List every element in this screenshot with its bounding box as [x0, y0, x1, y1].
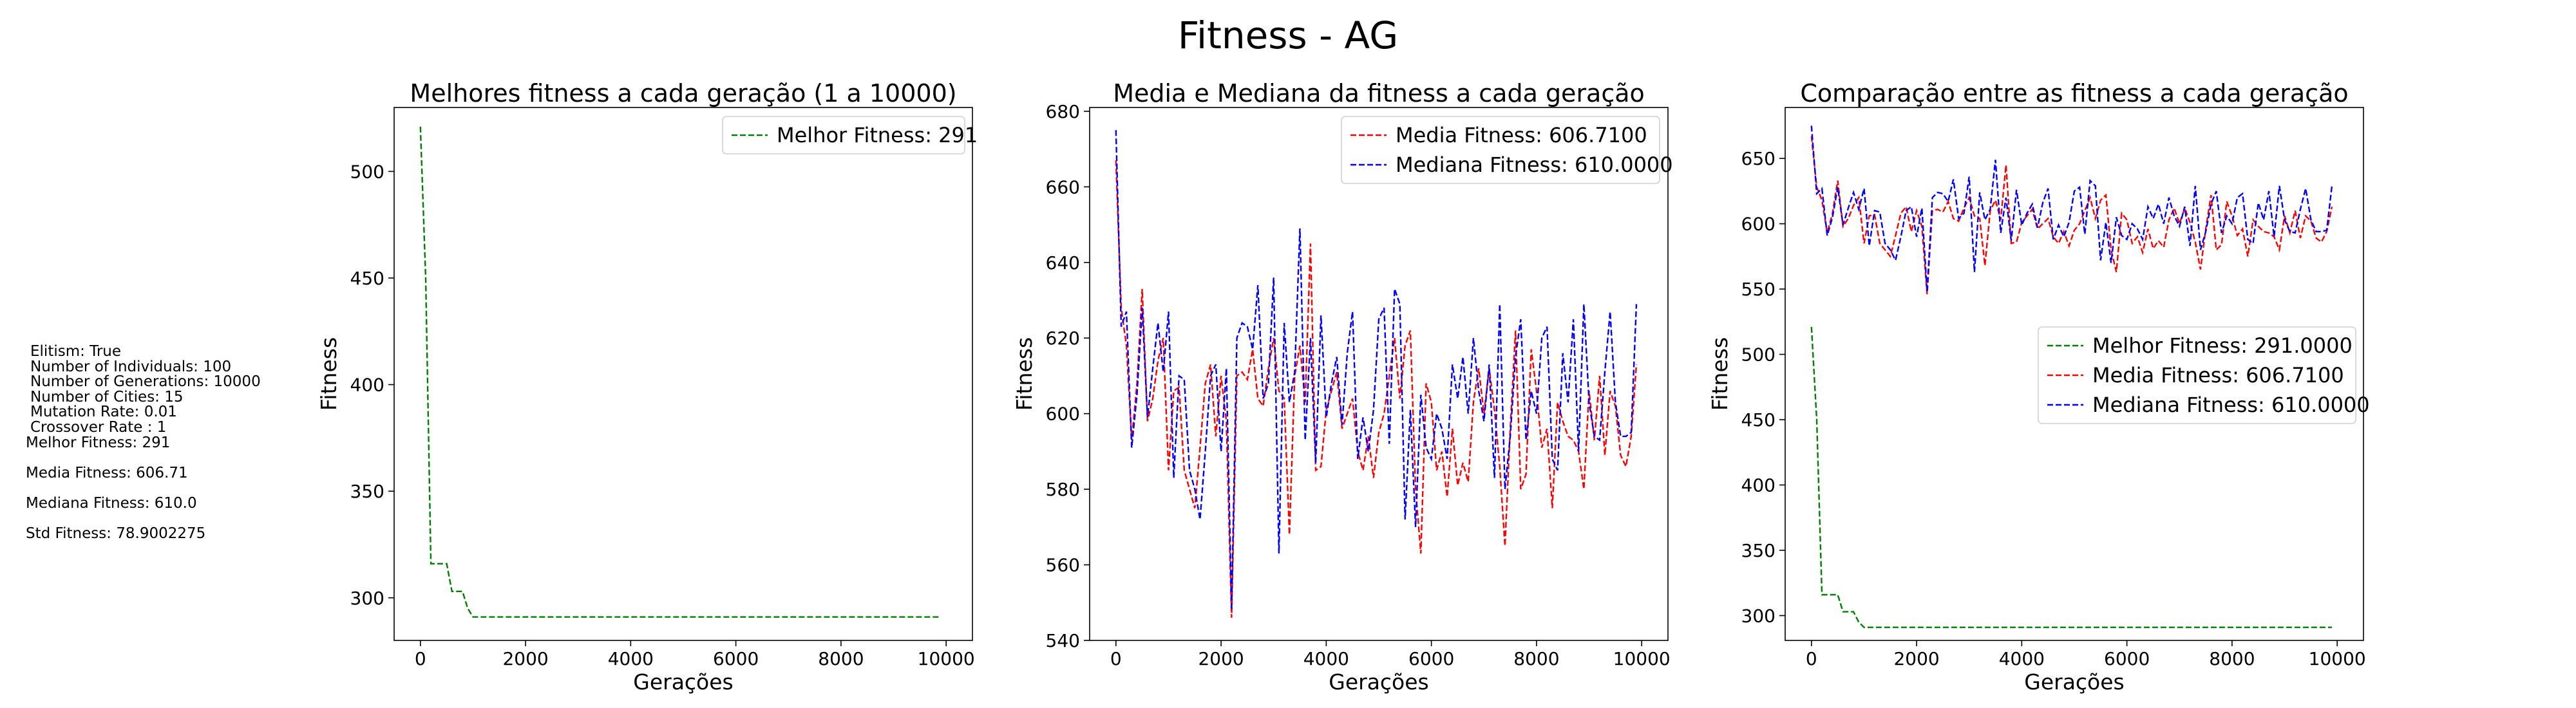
axes-frame [1089, 107, 1669, 641]
y-tick-label: 500 [350, 161, 384, 182]
info-line: Mediana Fitness: 610.0 [26, 495, 197, 512]
y-tick-label: 500 [1741, 344, 1776, 366]
x-tick-label: 0 [1110, 648, 1122, 669]
series-line-median [1115, 130, 1638, 611]
x-axis-label: Gerações [2024, 669, 2125, 694]
legend-box [1341, 116, 1660, 184]
info-panel: Elitism: True Number of Individuals: 100… [26, 343, 261, 542]
mean-median-panel: Media e Mediana da fitness a cada geraçã… [1012, 79, 1673, 694]
legend-label: Media Fitness: 606.7100 [1396, 123, 1647, 147]
y-tick-label: 640 [1046, 252, 1080, 274]
x-axis-label: Gerações [633, 669, 734, 694]
axes-frame [1785, 107, 2364, 641]
info-line: Crossover Rate : 1 [30, 419, 166, 436]
info-line: Std Fitness: 78.9002275 [26, 525, 205, 542]
info-line: Mutation Rate: 0.01 [30, 404, 177, 420]
x-tick-label: 2000 [502, 648, 548, 669]
x-tick-label: 8000 [1513, 648, 1559, 669]
y-axis-label: Fitness [316, 337, 341, 411]
y-tick-label: 450 [350, 268, 384, 289]
x-tick-label: 0 [1806, 648, 1817, 669]
y-tick-label: 660 [1046, 176, 1080, 198]
x-tick-label: 0 [415, 648, 426, 669]
y-tick-label: 620 [1046, 328, 1080, 349]
y-tick-label: 450 [1741, 409, 1776, 431]
y-tick-label: 600 [1741, 214, 1776, 235]
series-line-median [1810, 126, 2333, 292]
y-tick-label: 540 [1046, 630, 1080, 651]
y-tick-label: 300 [1741, 605, 1776, 626]
x-axis-label: Gerações [1329, 669, 1429, 694]
legend-box [2038, 326, 2356, 424]
series-line-mean [1810, 136, 2333, 295]
x-tick-label: 10000 [1613, 648, 1671, 669]
comparison-panel: Comparação entre as fitness a cada geraç… [1707, 79, 2370, 694]
info-line: Elitism: True [30, 343, 121, 360]
x-tick-label: 4000 [1303, 648, 1349, 669]
x-tick-label: 2000 [1198, 648, 1244, 669]
legend-label: Mediana Fitness: 610.0000 [2092, 393, 2370, 417]
legend-box [722, 116, 965, 154]
x-tick-label: 6000 [713, 648, 759, 669]
figure-suptitle: Fitness - AG [1178, 14, 1398, 57]
x-tick-label: 2000 [1893, 648, 1939, 669]
series-line-mean [1115, 160, 1638, 618]
legend-label: Media Fitness: 606.7100 [2092, 363, 2344, 387]
panel-title: Comparação entre as fitness a cada geraç… [1800, 79, 2348, 107]
y-tick-label: 400 [1741, 475, 1776, 496]
x-tick-label: 10000 [918, 648, 975, 669]
x-tick-label: 4000 [1999, 648, 2045, 669]
y-tick-label: 680 [1046, 101, 1080, 122]
info-line: Number of Cities: 15 [30, 389, 184, 405]
legend-label: Melhor Fitness: 291.0000 [2092, 333, 2353, 358]
panel-title: Media e Mediana da fitness a cada geraçã… [1113, 79, 1645, 107]
y-axis-label: Fitness [1012, 337, 1037, 411]
y-tick-label: 550 [1741, 279, 1776, 300]
y-tick-label: 350 [350, 481, 384, 502]
y-tick-label: 650 [1741, 148, 1776, 169]
y-axis-label: Fitness [1707, 337, 1732, 411]
info-line: Number of Individuals: 100 [30, 359, 231, 375]
series-line-best [419, 126, 941, 618]
x-tick-label: 8000 [818, 648, 864, 669]
legend-label: Melhor Fitness: 291 [777, 123, 978, 147]
best-fitness-panel: Melhores fitness a cada geração (1 a 100… [316, 79, 978, 694]
panel-title: Melhores fitness a cada geração (1 a 100… [410, 79, 956, 107]
y-tick-label: 400 [350, 375, 384, 396]
x-tick-label: 10000 [2309, 648, 2366, 669]
info-line: Number of Generations: 10000 [30, 373, 261, 390]
y-tick-label: 300 [350, 588, 384, 609]
axes-frame [393, 107, 973, 641]
x-tick-label: 4000 [608, 648, 654, 669]
series-line-best [1810, 326, 2332, 628]
info-line: Media Fitness: 606.71 [26, 465, 188, 481]
y-tick-label: 580 [1046, 479, 1080, 500]
y-tick-label: 600 [1046, 404, 1080, 425]
x-tick-label: 8000 [2209, 648, 2255, 669]
y-tick-label: 560 [1046, 555, 1080, 576]
y-tick-label: 350 [1741, 540, 1776, 561]
x-tick-label: 6000 [1408, 648, 1454, 669]
x-tick-label: 6000 [2104, 648, 2150, 669]
legend-label: Mediana Fitness: 610.0000 [1396, 153, 1673, 177]
info-line: Melhor Fitness: 291 [26, 434, 170, 451]
